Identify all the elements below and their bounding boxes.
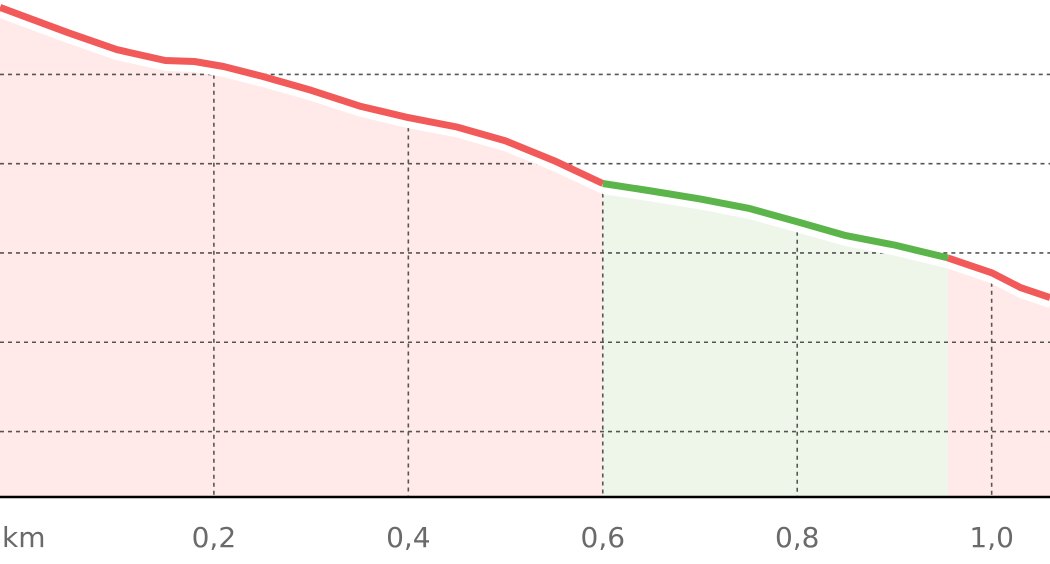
- area-fill-steep-2: [947, 257, 1050, 496]
- profile-highlight-1: [602, 187, 949, 269]
- x-tick-label: 1,0: [969, 521, 1014, 554]
- grid-layer: [0, 73, 1050, 496]
- x-axis-unit-label: km: [2, 521, 46, 554]
- area-fill-steep-0: [0, 7, 603, 497]
- profile-highlight-2: [946, 261, 1050, 308]
- profile-highlight-0: [0, 11, 605, 194]
- x-tick-label: 0,2: [192, 521, 237, 554]
- line-highlight-layer: [0, 11, 1050, 308]
- profile-line-moderate-1: [602, 180, 949, 262]
- x-tick-label: 0,4: [386, 521, 431, 554]
- profile-line-steep-2: [946, 254, 1050, 301]
- profile-line-steep-0: [0, 4, 605, 187]
- area-fill-moderate-1: [602, 183, 948, 496]
- profile-line-layer: [0, 4, 1050, 301]
- x-tick-labels: km 0,2 0,4 0,6 0,8 1,0: [2, 521, 1014, 554]
- x-tick-label: 0,6: [581, 521, 626, 554]
- x-tick-label: 0,8: [775, 521, 820, 554]
